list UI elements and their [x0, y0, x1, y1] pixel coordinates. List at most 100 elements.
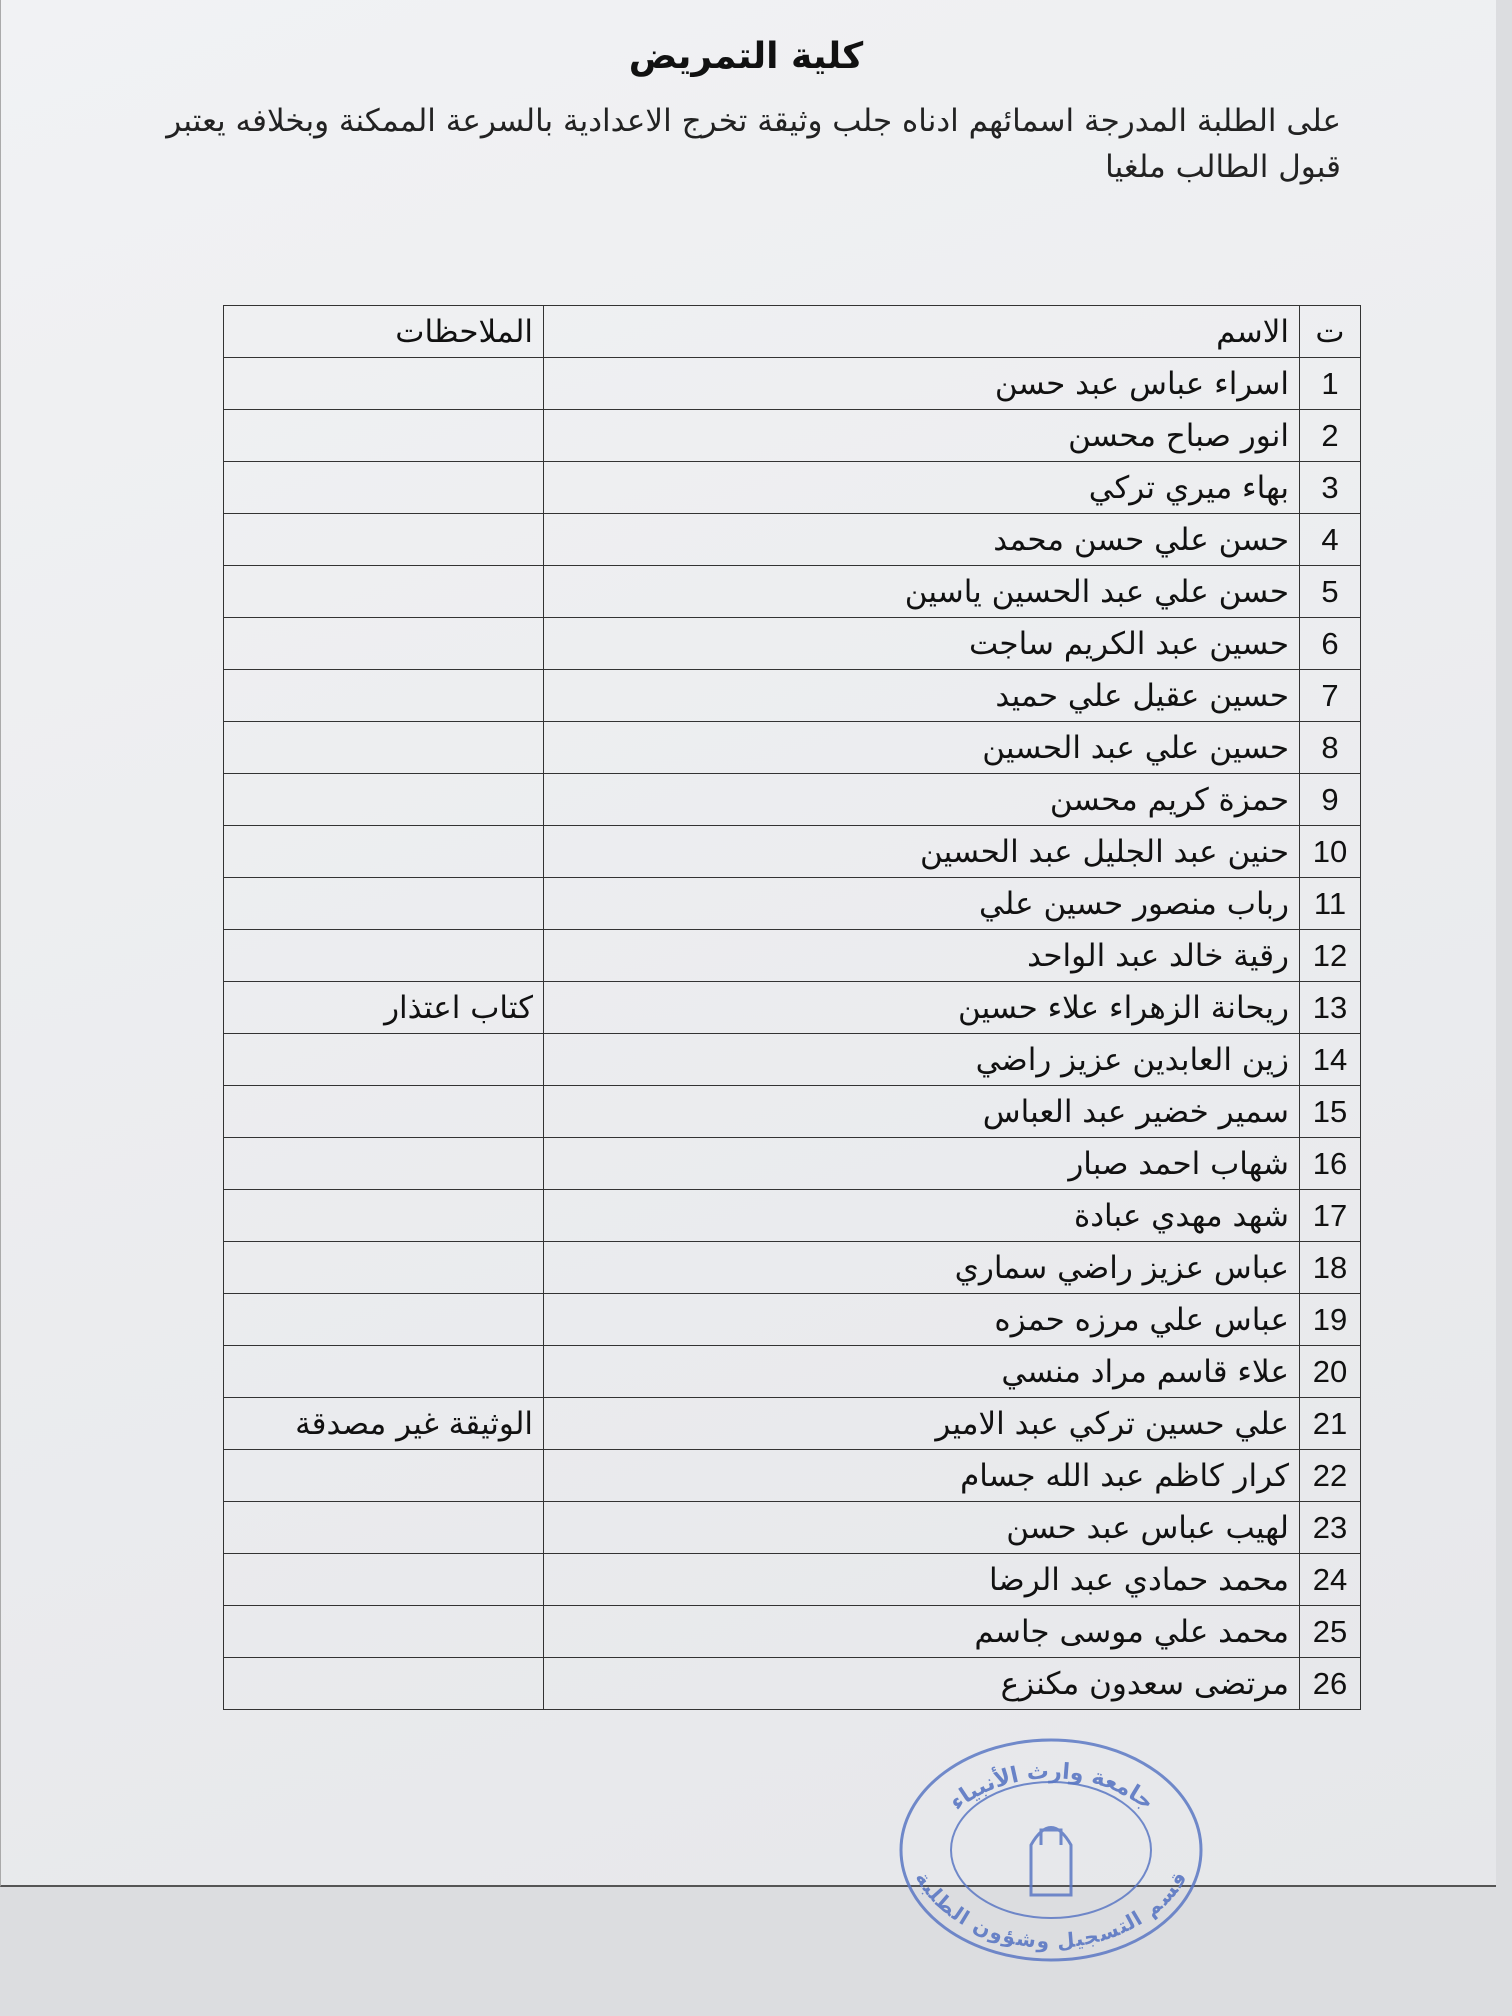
table-row: 22 كرار كاظم عبد الله جسام	[223, 1449, 1361, 1502]
note	[223, 1033, 544, 1086]
table-row: 24 محمد حمادي عبد الرضا	[223, 1553, 1361, 1606]
column-header: ت	[1299, 305, 1361, 358]
row-number: 25	[1299, 1605, 1361, 1658]
row-number: 10	[1299, 825, 1361, 878]
row-number: 21	[1299, 1397, 1361, 1450]
note	[223, 1501, 544, 1554]
table-row: 12 رقية خالد عبد الواحد	[223, 929, 1361, 982]
row-number: 14	[1299, 1033, 1361, 1086]
table-row: 18 عباس عزيز راضي سماري	[223, 1241, 1361, 1294]
note: الوثيقة غير مصدقة	[223, 1397, 544, 1450]
table-row: 16 شهاب احمد صبار	[223, 1137, 1361, 1190]
row-number: 5	[1299, 565, 1361, 618]
row-number: 3	[1299, 461, 1361, 514]
student-name: لهيب عباس عبد حسن	[543, 1501, 1300, 1554]
note	[223, 1241, 544, 1294]
table-row: 8 حسين علي عبد الحسين	[223, 721, 1361, 774]
table-row: 11 رباب منصور حسين علي	[223, 877, 1361, 930]
student-name: عباس علي مرزه حمزه	[543, 1293, 1300, 1346]
row-number: 1	[1299, 357, 1361, 410]
row-number: 7	[1299, 669, 1361, 722]
note	[223, 1605, 544, 1658]
table-row: 21 علي حسين تركي عبد الامير الوثيقة غير مص…	[223, 1397, 1361, 1450]
table-row: 17 شهد مهدي عبادة	[223, 1189, 1361, 1242]
table-row: 10 حنين عبد الجليل عبد الحسين	[223, 825, 1361, 878]
table-row: 3 بهاء ميري تركي	[223, 461, 1361, 514]
row-number: 11	[1299, 877, 1361, 930]
row-number: 8	[1299, 721, 1361, 774]
student-name: حسن علي عبد الحسين ياسين	[543, 565, 1300, 618]
student-name: زين العابدين عزيز راضي	[543, 1033, 1300, 1086]
note	[223, 461, 544, 514]
note	[223, 1189, 544, 1242]
student-name: محمد علي موسى جاسم	[543, 1605, 1300, 1658]
note	[223, 1137, 544, 1190]
student-name: رباب منصور حسين علي	[543, 877, 1300, 930]
note	[223, 1293, 544, 1346]
note	[223, 1553, 544, 1606]
row-number: 23	[1299, 1501, 1361, 1554]
stamp-text: جامعة وارث الأنبياء	[945, 1759, 1158, 1816]
row-number: 16	[1299, 1137, 1361, 1190]
student-name: حمزة كريم محسن	[543, 773, 1300, 826]
note	[223, 721, 544, 774]
note	[223, 1085, 544, 1138]
row-number: 13	[1299, 981, 1361, 1034]
note	[223, 929, 544, 982]
note	[223, 877, 544, 930]
student-name: اسراء عباس عبد حسن	[543, 357, 1300, 410]
table-row: 4 حسن علي حسن محمد	[223, 513, 1361, 566]
table-row: 26 مرتضى سعدون مكنزع	[223, 1657, 1361, 1710]
student-name: علاء قاسم مراد منسي	[543, 1345, 1300, 1398]
student-name: شهاب احمد صبار	[543, 1137, 1300, 1190]
student-name: عباس عزيز راضي سماري	[543, 1241, 1300, 1294]
row-number: 19	[1299, 1293, 1361, 1346]
column-header: الاسم	[543, 305, 1300, 358]
note	[223, 1657, 544, 1710]
student-name: بهاء ميري تركي	[543, 461, 1300, 514]
student-name: مرتضى سعدون مكنزع	[543, 1657, 1300, 1710]
student-name: حسين علي عبد الحسين	[543, 721, 1300, 774]
row-number: 26	[1299, 1657, 1361, 1710]
table-row: 19 عباس علي مرزه حمزه	[223, 1293, 1361, 1346]
note: كتاب اعتذار	[223, 981, 544, 1034]
note	[223, 617, 544, 670]
note	[223, 825, 544, 878]
student-name: حسين عقيل علي حميد	[543, 669, 1300, 722]
student-name: حسين عبد الكريم ساجت	[543, 617, 1300, 670]
table-row: 7 حسين عقيل علي حميد	[223, 669, 1361, 722]
table-row: 9 حمزة كريم محسن	[223, 773, 1361, 826]
student-name: حنين عبد الجليل عبد الحسين	[543, 825, 1300, 878]
stamp-top: جامعة وارث الأنبياء	[945, 1759, 1158, 1816]
student-name: ريحانة الزهراء علاء حسين	[543, 981, 1300, 1034]
row-number: 12	[1299, 929, 1361, 982]
row-number: 20	[1299, 1345, 1361, 1398]
row-number: 2	[1299, 409, 1361, 462]
notice: على الطلبة المدرجة اسمائهم ادناه جلب وثي…	[166, 103, 1341, 185]
note	[223, 357, 544, 410]
note	[223, 513, 544, 566]
table-row: 15 سمير خضير عبد العباس	[223, 1085, 1361, 1138]
note	[223, 565, 544, 618]
row-number: 22	[1299, 1449, 1361, 1502]
student-name: علي حسين تركي عبد الامير	[543, 1397, 1300, 1450]
student-name: كرار كاظم عبد الله جسام	[543, 1449, 1300, 1502]
table-row: 5 حسن علي عبد الحسين ياسين	[223, 565, 1361, 618]
row-number: 15	[1299, 1085, 1361, 1138]
stamp-text: قسم التسجيل وشؤون الطلبة	[911, 1867, 1192, 1953]
column-header: الملاحظات	[223, 305, 544, 358]
note	[223, 669, 544, 722]
note	[223, 1345, 544, 1398]
note	[223, 1449, 544, 1502]
note	[223, 773, 544, 826]
row-number: 6	[1299, 617, 1361, 670]
student-name: حسن علي حسن محمد	[543, 513, 1300, 566]
table-row: 20 علاء قاسم مراد منسي	[223, 1345, 1361, 1398]
row-number: 9	[1299, 773, 1361, 826]
row-number: 17	[1299, 1189, 1361, 1242]
student-name: محمد حمادي عبد الرضا	[543, 1553, 1300, 1606]
row-number: 24	[1299, 1553, 1361, 1606]
stamp: جامعة وارث الأنبياء قسم التسجيل وشؤون ال…	[899, 1738, 1203, 1962]
student-name: انور صباح محسن	[543, 409, 1300, 462]
table-row: 25 محمد علي موسى جاسم	[223, 1605, 1361, 1658]
